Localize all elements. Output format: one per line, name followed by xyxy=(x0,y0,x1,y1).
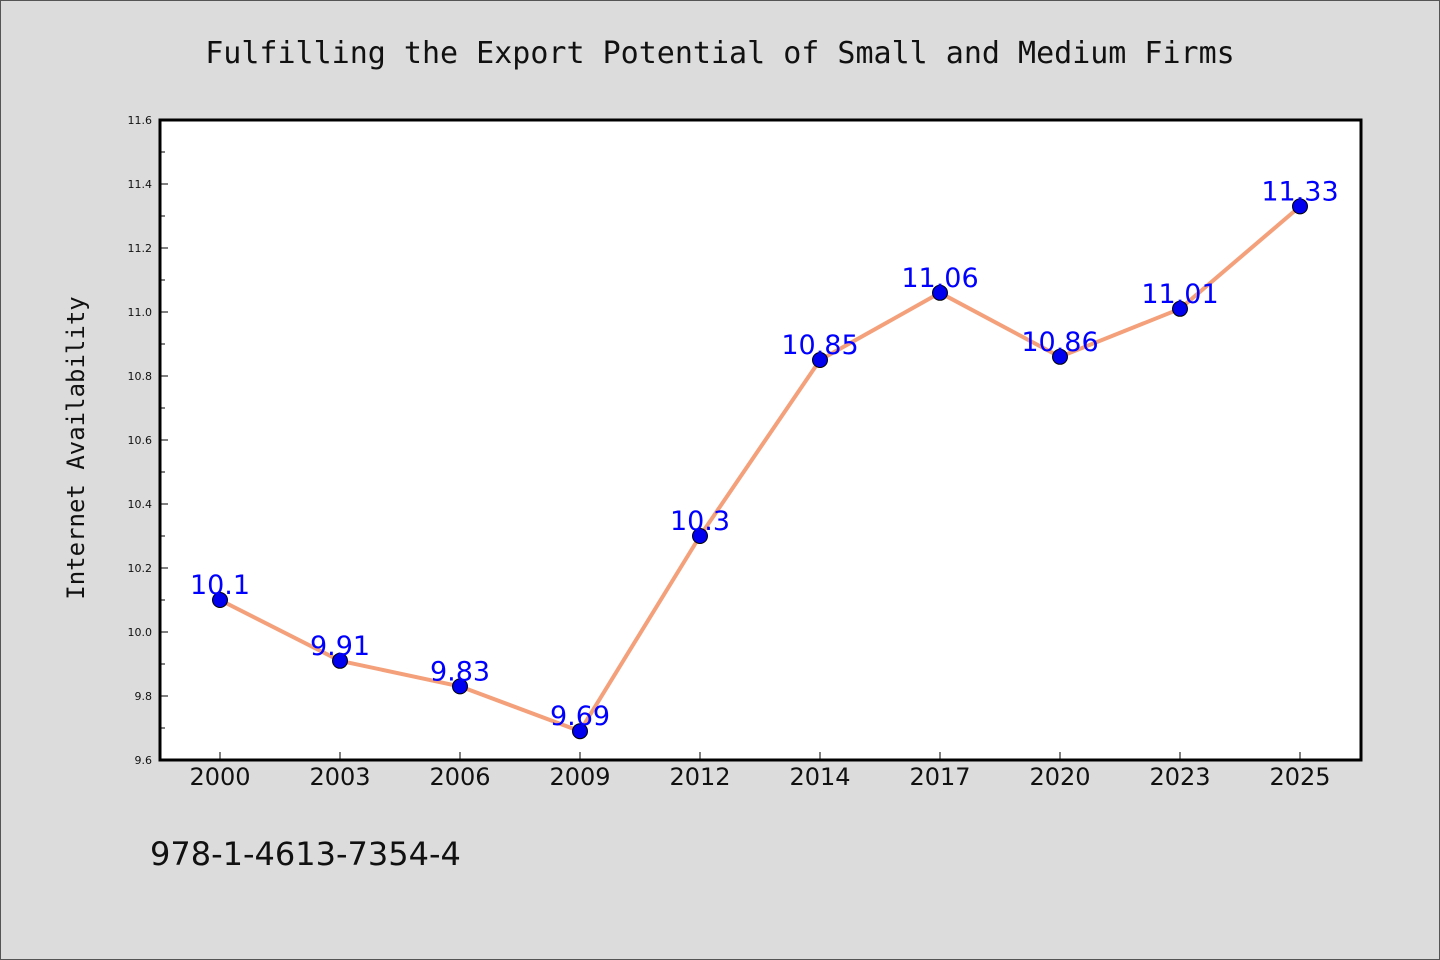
data-point xyxy=(812,352,828,368)
data-point xyxy=(692,528,708,544)
plot-area xyxy=(158,118,1363,762)
data-point xyxy=(1172,300,1188,317)
x-tick-label: 2012 xyxy=(669,763,730,791)
series-line-group xyxy=(212,198,1308,740)
x-tick-label: 2025 xyxy=(1269,763,1330,791)
data-label: 10.85 xyxy=(781,330,858,361)
y-tick-label: 11.2 xyxy=(128,242,153,255)
data-label: 11.06 xyxy=(901,263,978,294)
y-tick-label: 11.6 xyxy=(128,114,153,127)
y-tick-label: 9.8 xyxy=(135,690,153,703)
data-point xyxy=(572,723,588,740)
data-point xyxy=(932,284,948,301)
data-label: 10.3 xyxy=(670,506,730,537)
x-tick-label: 2020 xyxy=(1029,763,1090,791)
data-label: 9.91 xyxy=(310,631,370,662)
y-axis-label: Internet Availability xyxy=(62,296,90,599)
y-tick-label: 10.0 xyxy=(128,626,153,639)
data-point xyxy=(1052,348,1068,365)
y-tick-label: 9.6 xyxy=(135,754,153,767)
data-point xyxy=(212,592,228,608)
x-axis: 2000 2003 2006 2009 2012 2014 2017 2020 2023 2025 xyxy=(189,752,1331,791)
data-point xyxy=(452,678,468,695)
x-tick-label: 2014 xyxy=(789,763,850,791)
y-axis: 9.6 9.8 10.0 10.2 10.4 10.6 10.8 11.0 11.2 11.4 11… xyxy=(128,114,168,767)
series-line xyxy=(219,204,1302,734)
x-tick-label: 2017 xyxy=(909,763,970,791)
y-tick-label: 10.8 xyxy=(128,370,153,383)
data-label: 10.1 xyxy=(190,570,250,601)
data-label: 9.69 xyxy=(550,701,610,732)
x-tick-label: 2003 xyxy=(309,763,370,791)
data-point xyxy=(332,652,348,669)
x-tick-label: 2009 xyxy=(549,763,610,791)
data-labels: 10.1 9.91 9.83 9.69 10.3 10.85 11.06 10.86 11.01… xyxy=(190,176,1339,732)
data-label: 9.83 xyxy=(430,656,490,687)
y-tick-label: 10.2 xyxy=(128,562,153,575)
y-tick-label: 10.6 xyxy=(128,434,153,447)
x-tick-label: 2023 xyxy=(1149,763,1210,791)
y-tick-label: 11.0 xyxy=(128,306,153,319)
x-tick-label: 2006 xyxy=(429,763,490,791)
data-label: 11.01 xyxy=(1141,279,1218,310)
isbn-text: 978-1-4613-7354-4 xyxy=(150,835,461,873)
data-point xyxy=(1292,198,1308,215)
chart-title: Fulfilling the Export Potential of Small… xyxy=(205,36,1235,71)
data-label: 10.86 xyxy=(1021,327,1098,358)
x-tick-label: 2000 xyxy=(189,763,250,791)
data-label: 11.33 xyxy=(1261,176,1338,207)
y-tick-label: 11.4 xyxy=(128,178,153,191)
y-tick-label: 10.4 xyxy=(128,498,153,511)
